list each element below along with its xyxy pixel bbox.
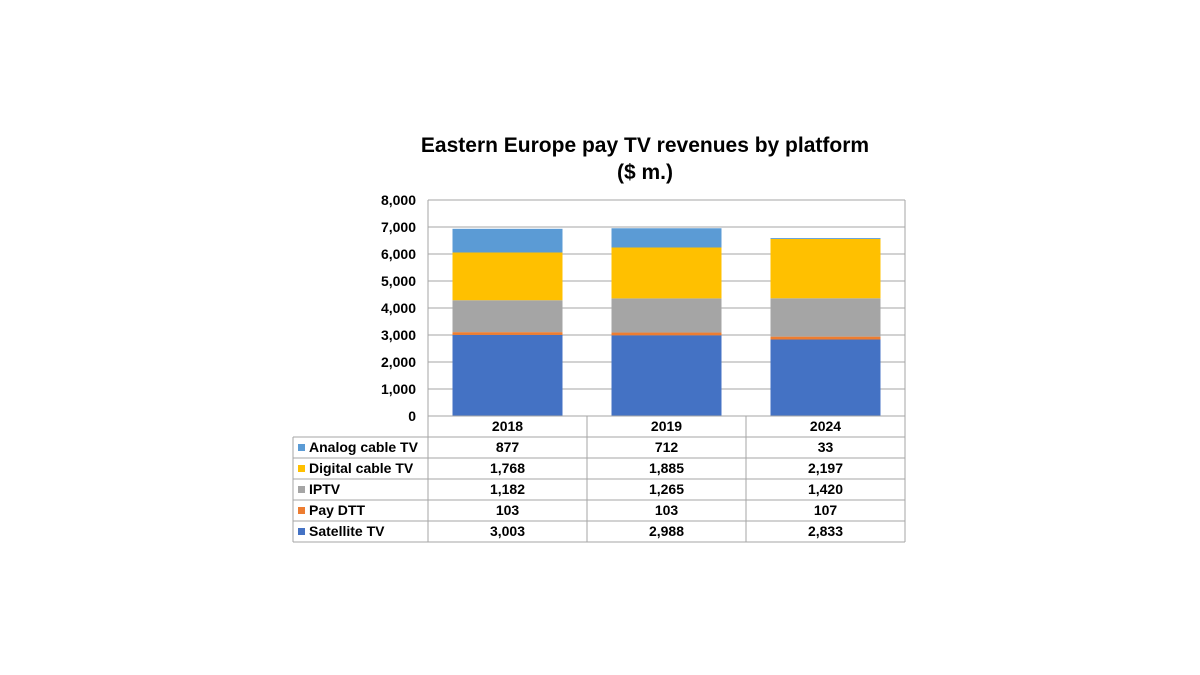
legend-swatch bbox=[298, 507, 305, 514]
legend-label: Digital cable TV bbox=[309, 460, 414, 476]
y-tick-label: 7,000 bbox=[381, 219, 416, 235]
bar-segment bbox=[770, 336, 881, 340]
legend-label: Analog cable TV bbox=[309, 439, 419, 455]
bar-segment bbox=[770, 298, 881, 337]
legend-swatch bbox=[298, 486, 305, 493]
y-tick-label: 0 bbox=[408, 408, 416, 424]
y-tick-label: 1,000 bbox=[381, 381, 416, 397]
data-label: 103 bbox=[496, 502, 520, 518]
data-label: 3,003 bbox=[490, 523, 525, 539]
y-tick-label: 6,000 bbox=[381, 246, 416, 262]
data-label: 2,197 bbox=[808, 460, 843, 476]
chart-title: Eastern Europe pay TV revenues by platfo… bbox=[300, 132, 990, 186]
data-label: 1,420 bbox=[808, 481, 843, 497]
data-label: 1,768 bbox=[490, 460, 525, 476]
bar-segment bbox=[770, 238, 881, 299]
legend-label: Pay DTT bbox=[309, 502, 365, 518]
bar-segment bbox=[611, 298, 722, 333]
y-tick-label: 3,000 bbox=[381, 327, 416, 343]
bar-segment bbox=[770, 238, 881, 239]
category-label: 2019 bbox=[651, 418, 682, 434]
category-label: 2024 bbox=[810, 418, 841, 434]
bars bbox=[452, 228, 881, 416]
y-tick-label: 8,000 bbox=[381, 192, 416, 208]
legend-swatch bbox=[298, 444, 305, 451]
data-label: 1,182 bbox=[490, 481, 525, 497]
bar-segment bbox=[452, 228, 563, 253]
y-axis: 0 1,000 2,000 3,000 4,000 5,000 6,000 7,000 8,00… bbox=[381, 192, 416, 424]
bar-segment bbox=[611, 247, 722, 299]
bar-segment bbox=[611, 335, 722, 416]
legend-label: Satellite TV bbox=[309, 523, 385, 539]
bar-segment bbox=[452, 334, 563, 416]
data-label: 877 bbox=[496, 439, 520, 455]
data-label: 33 bbox=[818, 439, 834, 455]
bar-segment bbox=[452, 252, 563, 301]
data-label: 103 bbox=[655, 502, 679, 518]
data-label: 1,265 bbox=[649, 481, 684, 497]
category-label: 2018 bbox=[492, 418, 523, 434]
data-label: 107 bbox=[814, 502, 838, 518]
bar-segment bbox=[611, 228, 722, 248]
bar-segment bbox=[770, 339, 881, 416]
data-table: 2018 2019 2024 Analog cable TV 877 712 33 Digit… bbox=[292, 200, 906, 543]
bar-segment bbox=[611, 332, 722, 336]
data-label: 2,988 bbox=[649, 523, 684, 539]
y-tick-label: 2,000 bbox=[381, 354, 416, 370]
legend-swatch bbox=[298, 528, 305, 535]
legend-swatch bbox=[298, 465, 305, 472]
bar-segment bbox=[452, 332, 563, 335]
y-tick-label: 4,000 bbox=[381, 300, 416, 316]
bar-segment bbox=[452, 300, 563, 333]
legend-label: IPTV bbox=[309, 481, 341, 497]
y-tick-label: 5,000 bbox=[381, 273, 416, 289]
data-label: 712 bbox=[655, 439, 679, 455]
chart-subtitle: ($ m.) bbox=[616, 161, 673, 184]
data-label: 1,885 bbox=[649, 460, 684, 476]
chart-title-line: Eastern Europe pay TV revenues by platfo… bbox=[420, 134, 870, 157]
data-label: 2,833 bbox=[808, 523, 843, 539]
